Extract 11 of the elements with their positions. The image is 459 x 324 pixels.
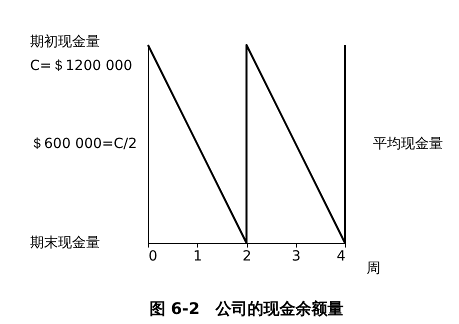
x-tick-label: 4 (336, 248, 346, 264)
x-axis-title: 周 (366, 260, 380, 276)
text: 期初现金量 C=＄1200 000 (30, 34, 132, 74)
x-tick-label: 2 (242, 248, 252, 264)
x-tick-label: 1 (193, 248, 202, 264)
x-tick-label: 0 (148, 248, 158, 264)
text: 图 6-2 公司的现金余额量 (149, 299, 344, 318)
text: 平均现金量 (373, 136, 443, 152)
x-tick-label: 3 (292, 248, 301, 264)
text: 期末现金量 (30, 235, 100, 251)
text: ＄600 000=C/2 (30, 136, 138, 152)
